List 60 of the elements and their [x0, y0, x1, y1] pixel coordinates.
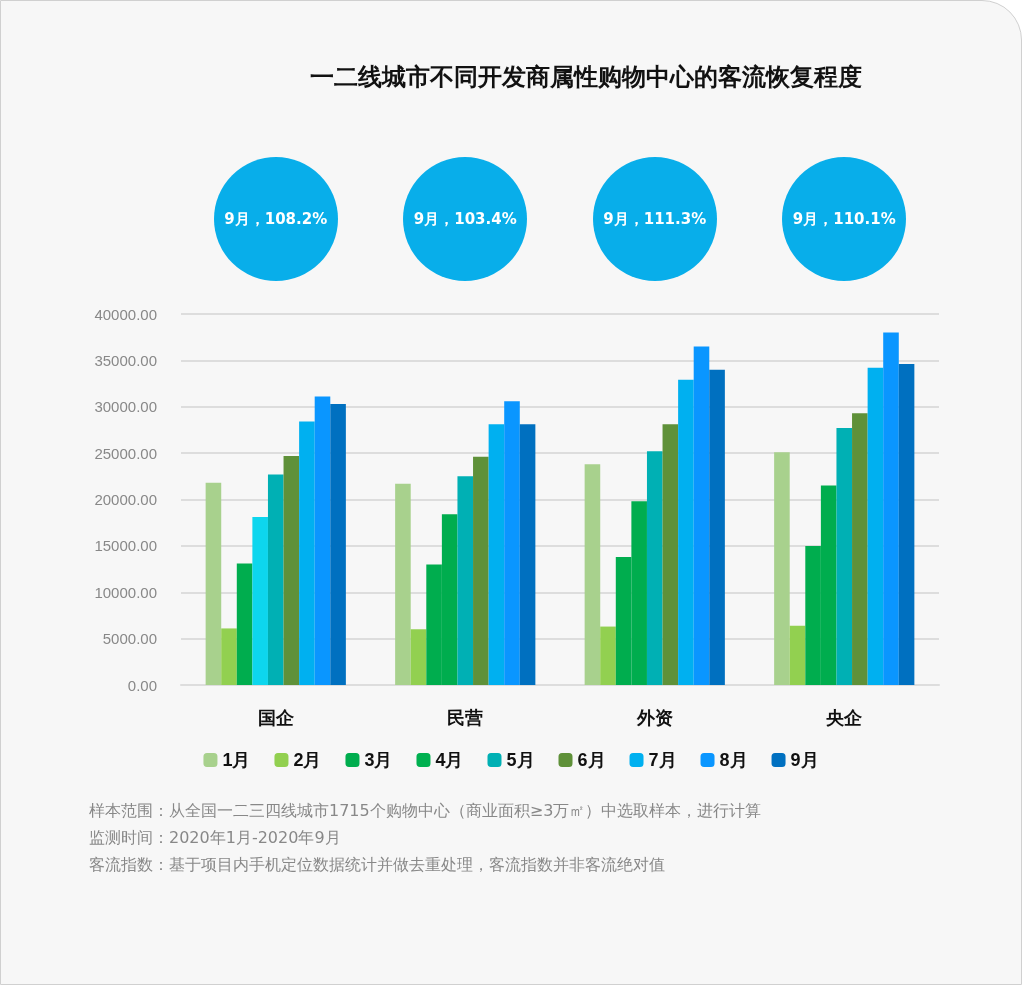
bar: [662, 424, 679, 685]
x-tick-label: 民营: [447, 708, 484, 728]
bar: [852, 413, 868, 685]
bar: [789, 625, 806, 685]
bar: [584, 464, 601, 685]
bar: [646, 451, 663, 685]
legend-label: 6月: [577, 750, 606, 770]
y-tick-label: 5000.00: [102, 630, 157, 648]
legend-label: 7月: [648, 750, 677, 770]
bar: [774, 452, 790, 685]
legend-label: 1月: [222, 750, 251, 770]
y-tick-label: 10000.00: [94, 583, 157, 601]
circle-badge: 9月，110.1%: [782, 157, 907, 281]
x-tick-label: 央企: [826, 708, 864, 728]
text: 样本范围：从全国一二三四线城市1715个购物中心（商业面积≥3万㎡）中选取样本，进行计算: [89, 801, 762, 822]
legend-label: 5月: [506, 750, 535, 770]
y-tick-label: 15000.00: [94, 537, 157, 555]
bar: [205, 482, 222, 685]
bar: [314, 396, 331, 685]
bar: [221, 628, 237, 685]
y-tick-label: 35000.00: [94, 351, 157, 369]
bar: [299, 421, 315, 685]
bar: [836, 428, 853, 685]
bar: [410, 629, 427, 685]
bar: [898, 364, 915, 685]
x-tick-label: 国企: [257, 708, 295, 728]
y-tick-label: 25000.00: [94, 444, 157, 462]
y-tick-label: 30000.00: [94, 398, 157, 416]
legend-label: 8月: [719, 750, 748, 770]
bar: [519, 424, 536, 685]
bar: [252, 517, 268, 685]
x-tick-label: 外资: [635, 708, 673, 728]
bar: [457, 476, 474, 685]
bar: [488, 424, 505, 685]
bar: [883, 332, 899, 685]
bar: [267, 474, 284, 685]
bar: [283, 455, 300, 685]
bar: [709, 369, 725, 685]
circle-badge: 9月，111.3%: [592, 157, 717, 281]
bar: [395, 483, 411, 685]
bar: [504, 401, 520, 685]
y-tick-label: 20000.00: [94, 491, 157, 508]
circle-badge: 9月，103.4%: [403, 157, 528, 281]
legend-label: 4月: [435, 750, 464, 770]
y-tick-label: 0.00: [127, 676, 157, 694]
bar: [330, 403, 346, 685]
y-tick-label: 40000.00: [94, 305, 157, 323]
bar: [236, 563, 253, 685]
legend-label: 3月: [364, 750, 393, 770]
circle-badge: 9月，108.2%: [213, 157, 338, 281]
legend-label: 9月: [790, 750, 819, 770]
bar: [693, 346, 710, 685]
legend-label: 2月: [293, 750, 322, 770]
chart-title: 一二线城市不同开发商属性购物中心的客流恢复程度: [310, 62, 862, 90]
bar: [867, 367, 884, 685]
text: 客流指数：基于项目内手机定位数据统计并做去重处理，客流指数并非客流绝对值: [89, 855, 665, 876]
text: 监测时间：2020年1月-2020年9月: [89, 828, 341, 849]
bar: [678, 379, 694, 685]
bar: [473, 456, 489, 685]
bar: [600, 626, 616, 685]
